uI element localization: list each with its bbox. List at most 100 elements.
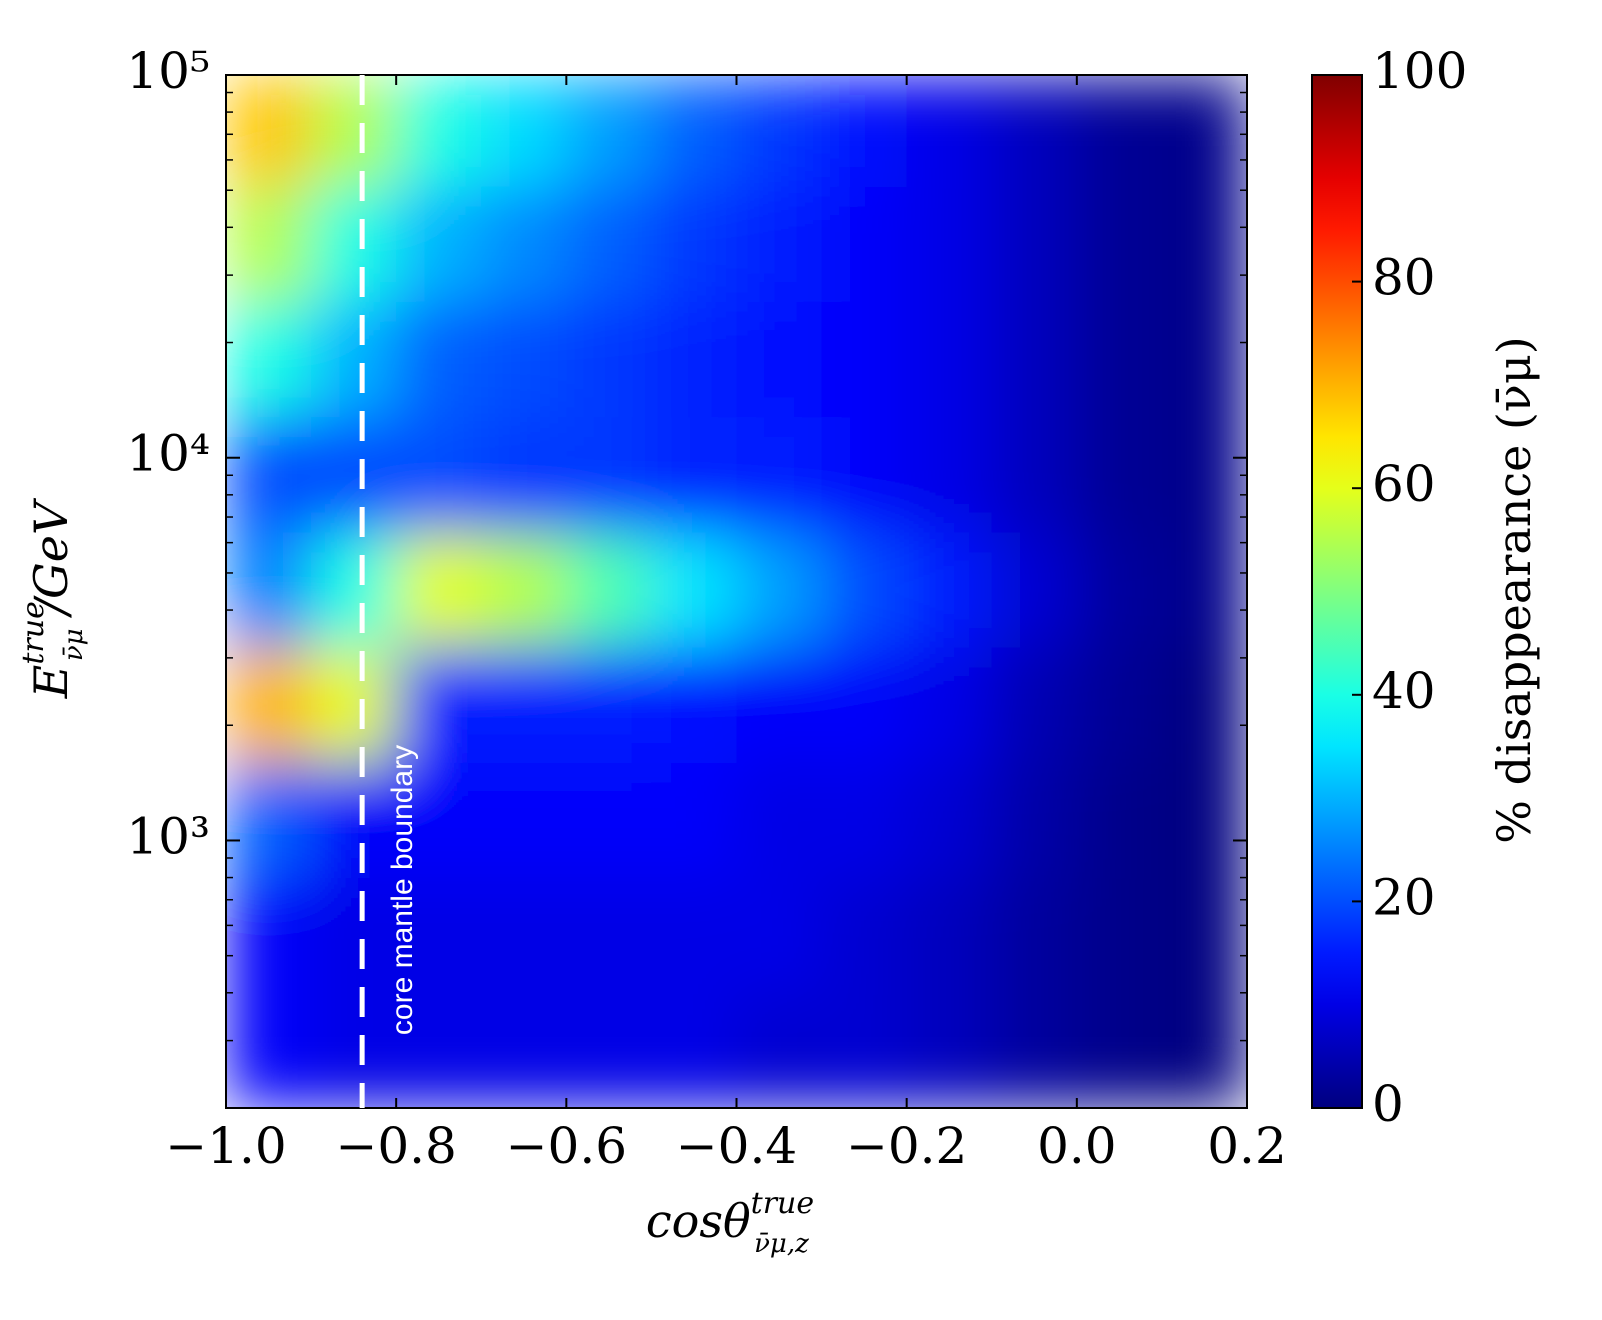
axis-label-part: /GeV — [24, 497, 78, 618]
heat-cell — [481, 762, 567, 879]
heat-cell — [566, 416, 652, 533]
heat-cell — [991, 647, 1078, 763]
axis-label-part: ν̄μ,z — [754, 1229, 809, 1259]
heat-cell — [821, 186, 908, 302]
heat-cell — [736, 647, 823, 763]
heat-cell — [906, 75, 993, 187]
heat-cell — [651, 416, 737, 533]
heat-cell — [651, 762, 737, 879]
colorbar-tick-label: 80 — [1372, 249, 1436, 307]
x-tick-label: −0.4 — [676, 1117, 797, 1175]
heat-cell — [1076, 762, 1163, 879]
heat-cell — [991, 762, 1078, 879]
heat-cell — [481, 186, 567, 302]
heat-cell — [311, 531, 397, 648]
heat-cell — [736, 992, 823, 1108]
heat-cell — [651, 531, 737, 648]
heat-cell — [1161, 877, 1247, 994]
heat-cell — [906, 877, 993, 994]
heat-cell — [396, 762, 482, 879]
heat-cell — [481, 301, 567, 418]
y-tick-label: 10⁵ — [126, 42, 210, 100]
heat-cell — [651, 992, 737, 1108]
heat-cell — [396, 877, 482, 994]
heat-cell — [736, 186, 823, 302]
heat-cell — [821, 647, 908, 763]
heat-cell — [906, 531, 993, 648]
heat-cell — [1076, 877, 1163, 994]
heat-cell — [736, 301, 823, 418]
heat-cell — [736, 877, 823, 994]
heat-cell — [311, 186, 397, 302]
x-tick-label: 0.2 — [1207, 1117, 1287, 1175]
heat-cell — [991, 877, 1078, 994]
heat-cell — [991, 301, 1078, 418]
heat-cell — [566, 75, 652, 187]
heat-cell — [1076, 301, 1163, 418]
heat-cell — [226, 531, 312, 648]
heat-cell — [991, 416, 1078, 533]
heat-cell — [566, 992, 652, 1108]
axis-label: Etrue ν̄μ/GeV — [16, 497, 89, 699]
colorbar-tick-label: 100 — [1372, 42, 1467, 100]
heat-cell — [481, 75, 567, 187]
x-tick-label: −0.6 — [506, 1117, 627, 1175]
heat-cell — [906, 992, 993, 1108]
heat-cell — [311, 762, 397, 879]
heat-cell — [481, 992, 567, 1108]
heat-cell — [396, 75, 482, 187]
y-tick-label: 10³ — [126, 807, 210, 865]
heat-cell — [311, 647, 397, 763]
axis-label-part: cosθ — [646, 1194, 751, 1248]
heat-cell — [821, 531, 908, 648]
axis-label-part: true — [751, 1186, 814, 1221]
colorbar-tick-label: 0 — [1372, 1075, 1404, 1133]
heat-cell — [1161, 75, 1247, 187]
heat-cell — [651, 301, 737, 418]
heat-cell — [821, 416, 908, 533]
heat-cell — [1161, 762, 1247, 879]
heat-cell — [906, 416, 993, 533]
heat-cell — [566, 186, 652, 302]
heat-cell — [226, 992, 312, 1108]
heat-cell — [1076, 531, 1163, 648]
heat-cell — [566, 877, 652, 994]
heat-cell — [311, 416, 397, 533]
heat-cell — [736, 762, 823, 879]
heat-cell — [991, 531, 1078, 648]
heat-cell — [821, 992, 908, 1108]
colorbar-tick-label: 40 — [1372, 662, 1436, 720]
heat-cell — [311, 877, 397, 994]
heat-cell — [226, 75, 312, 187]
heat-cell — [226, 186, 312, 302]
heatmap-clip — [226, 75, 1247, 1108]
heat-cell — [311, 301, 397, 418]
heat-cell — [651, 75, 737, 187]
heat-cell — [821, 301, 908, 418]
heat-cell — [991, 186, 1078, 302]
heat-cell — [481, 531, 567, 648]
heat-cell — [396, 416, 482, 533]
x-tick-label: −0.8 — [335, 1117, 456, 1175]
heat-cell — [736, 75, 823, 187]
heat-cell — [1076, 647, 1163, 763]
annotation: core mantle boundary — [386, 745, 419, 1035]
heat-cell — [226, 877, 312, 994]
heat-cell — [566, 762, 652, 879]
heat-cell — [906, 186, 993, 302]
x-tick-label: 0.0 — [1037, 1117, 1117, 1175]
heat-cell — [396, 186, 482, 302]
heat-cell — [481, 416, 567, 533]
heat-cell — [906, 301, 993, 418]
heat-cell — [906, 647, 993, 763]
heat-cell — [311, 75, 397, 187]
heat-cell — [226, 762, 312, 879]
heat-cell — [226, 301, 312, 418]
heat-cell — [736, 416, 823, 533]
axis-label-part: true — [16, 601, 51, 664]
heat-cell — [1161, 992, 1247, 1108]
heat-cell — [226, 416, 312, 533]
heat-cell — [1076, 75, 1163, 187]
heat-cell — [906, 762, 993, 879]
